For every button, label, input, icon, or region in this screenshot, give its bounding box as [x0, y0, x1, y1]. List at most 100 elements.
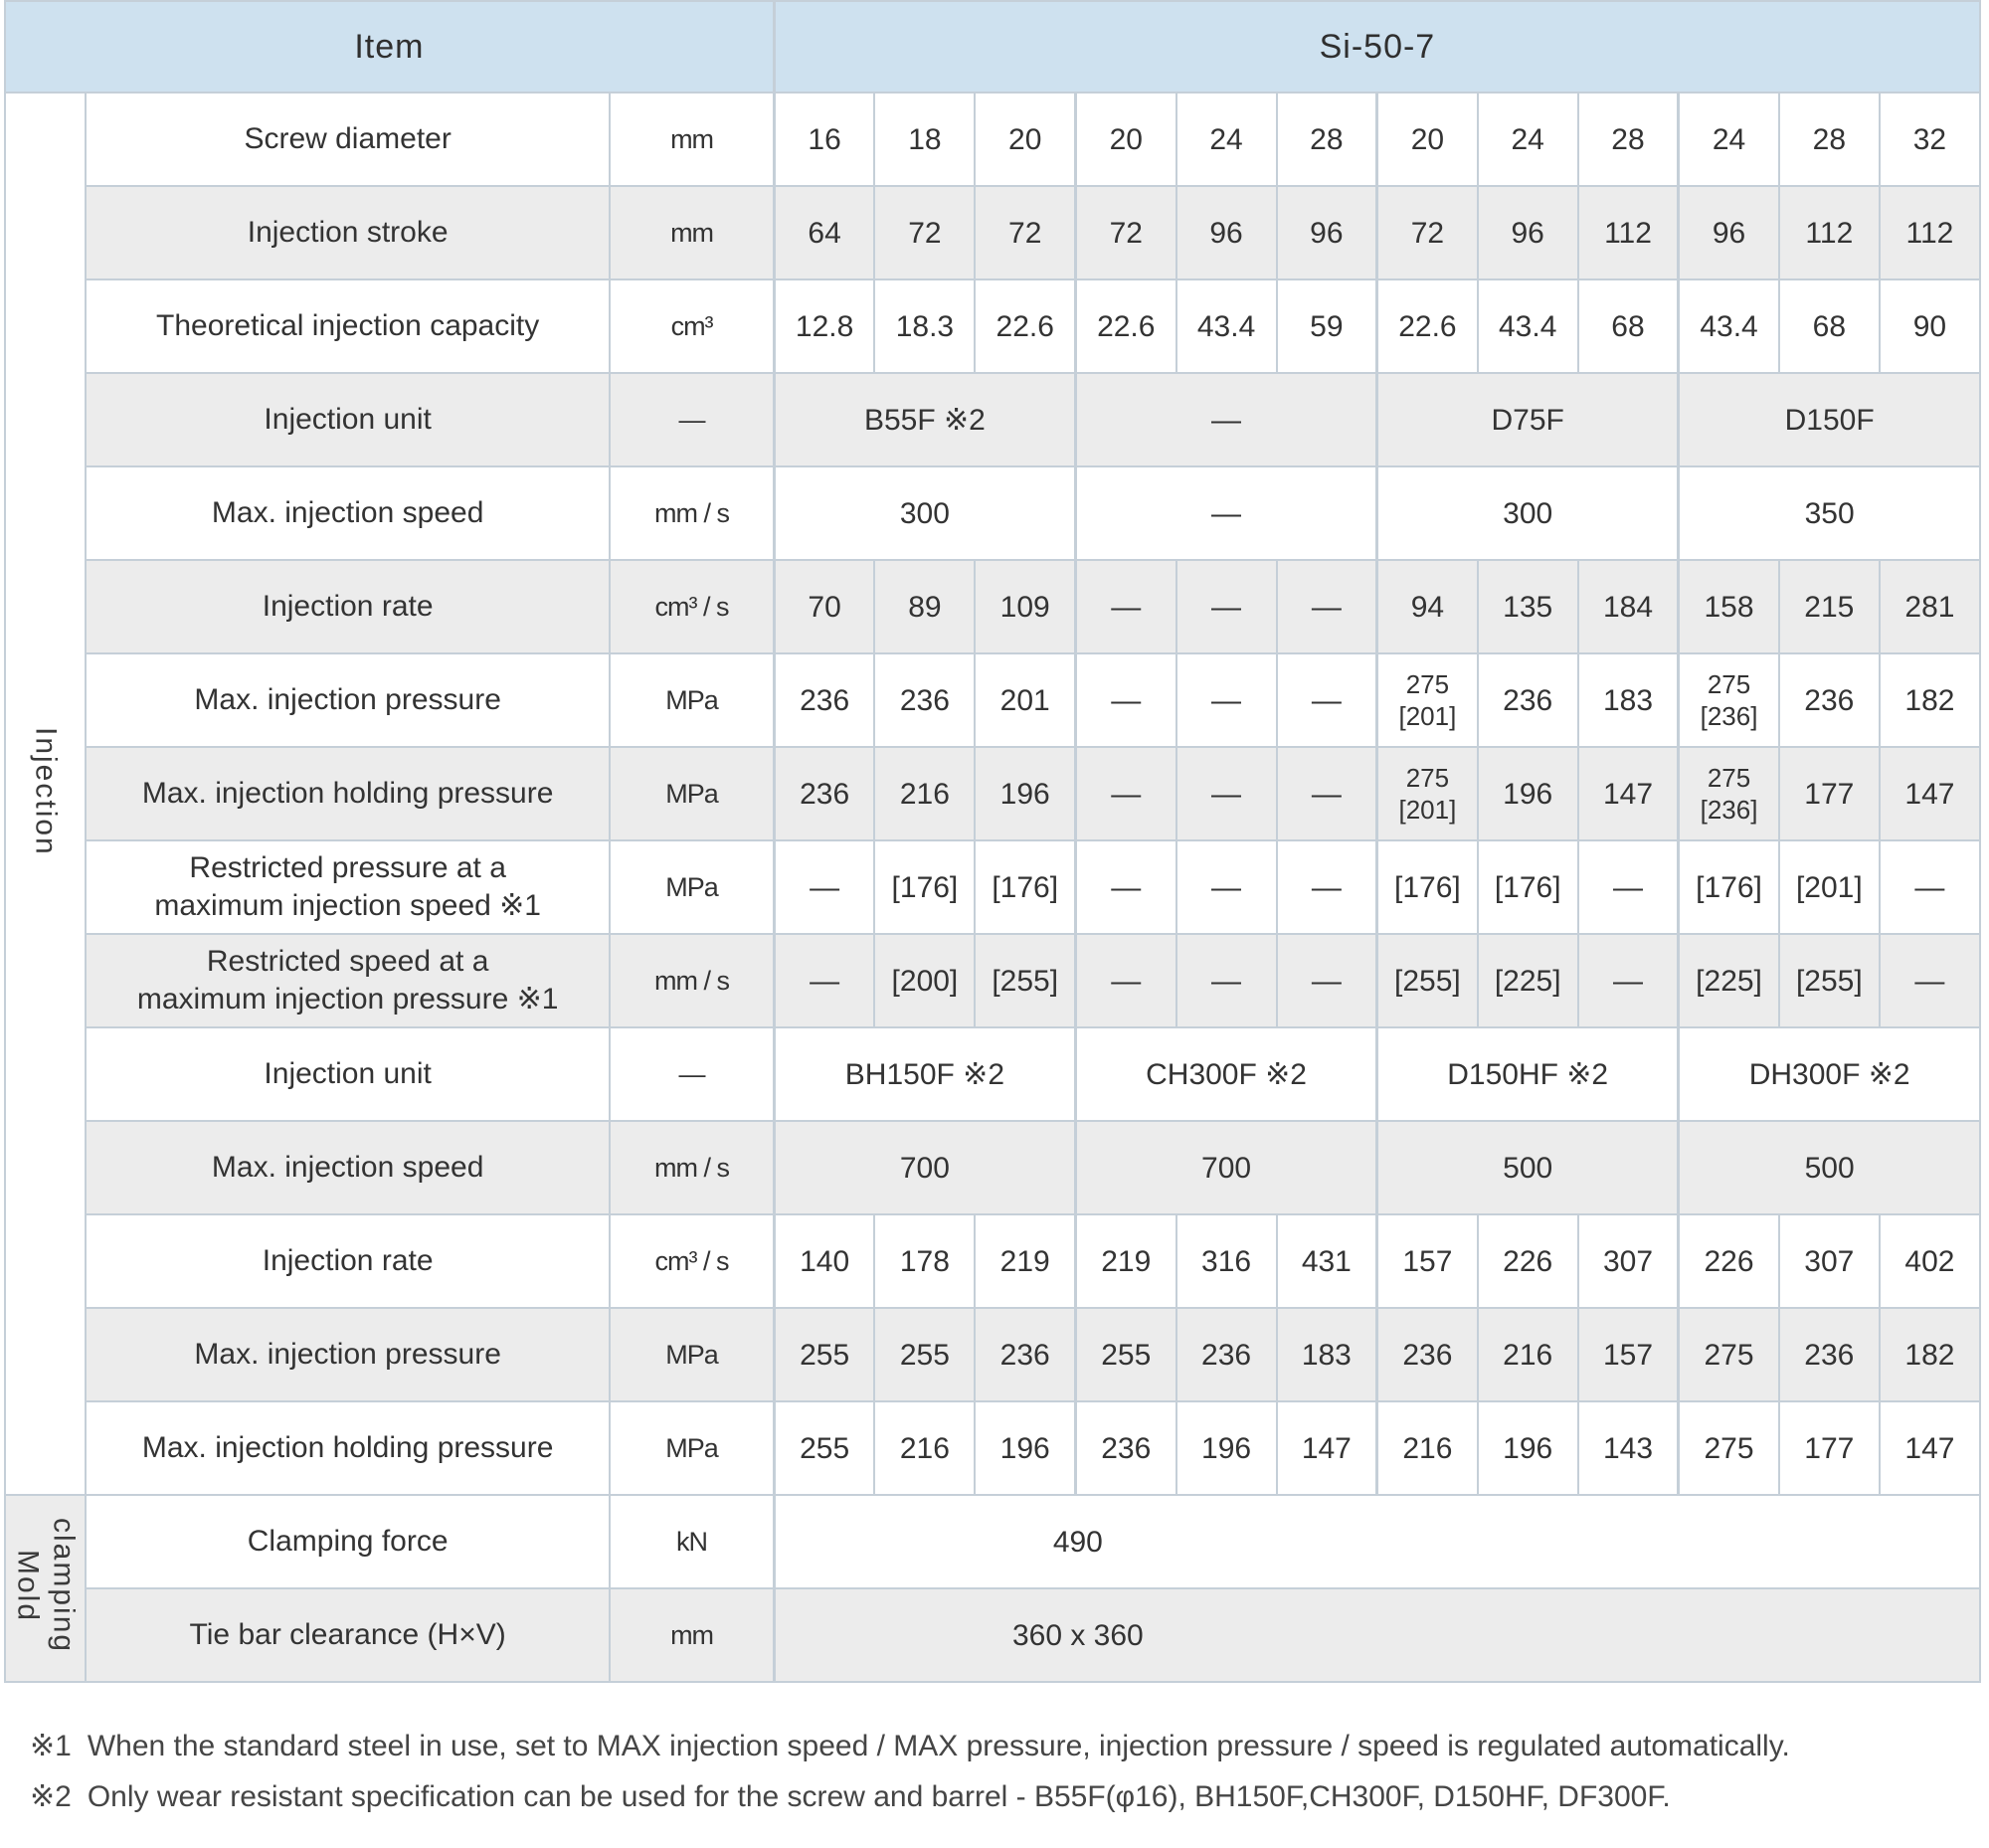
value-cell: —	[1175, 652, 1278, 748]
value-cell: D75F	[1375, 372, 1680, 467]
value-cell: 300	[1375, 465, 1680, 561]
value-cell: 236	[1073, 1400, 1177, 1496]
row-label: Restricted pressure at a maximum injecti…	[85, 839, 612, 935]
value-cell: 70	[772, 559, 876, 654]
row-label: Max. injection holding pressure	[85, 746, 612, 841]
value-cell: 275 [236]	[1677, 652, 1780, 748]
value-cell: 28	[1275, 92, 1378, 187]
value-cell: 219	[974, 1213, 1077, 1309]
value-cell: 275	[1677, 1307, 1780, 1402]
value-cell: 94	[1375, 559, 1479, 654]
row-label: Injection stroke	[85, 185, 612, 280]
category-mold-clamping-label: Mold clamping	[11, 1518, 81, 1654]
value-cell: 43.4	[1677, 278, 1780, 374]
row-max-injection-pressure-2: Max. injection pressure MPa 255 255 236 …	[5, 1307, 1982, 1402]
row-injection-rate-1: Injection rate cm³ / s 70 89 109 — — — 9…	[5, 559, 1982, 654]
value-cell: 96	[1677, 185, 1780, 280]
value-cell: 360 x 360	[772, 1587, 1981, 1683]
footnote-2: ※2 Only wear resistant specification can…	[30, 1779, 1989, 1815]
value-cell: 236	[873, 652, 977, 748]
unit-cell: MPa	[609, 1400, 776, 1496]
unit-cell: —	[609, 372, 776, 467]
value-cell: 219	[1073, 1213, 1177, 1309]
value-cell: 20	[1375, 92, 1479, 187]
row-label: Max. injection pressure	[85, 1307, 612, 1402]
value-cell: [176]	[1375, 839, 1479, 935]
unit-cell: cm³ / s	[609, 1213, 776, 1309]
row-label: Theoretical injection capacity	[85, 278, 612, 374]
value-cell: —	[1576, 839, 1680, 935]
spec-table: Item Si-50-7 Injection Screw diameter mm…	[3, 0, 1982, 1683]
row-max-holding-pressure-2: Max. injection holding pressure MPa 255 …	[5, 1400, 1982, 1496]
value-cell: 112	[1878, 185, 1982, 280]
value-cell: BH150F ※2	[772, 1026, 1077, 1122]
value-cell: 177	[1777, 746, 1881, 841]
row-label: Injection unit	[85, 1026, 612, 1122]
value-cell: 431	[1275, 1213, 1378, 1309]
value-cell: 281	[1878, 559, 1982, 654]
value-cell: 183	[1275, 1307, 1378, 1402]
value-cell: 490	[772, 1494, 1981, 1589]
value-cell: 96	[1476, 185, 1579, 280]
value-cell: 700	[772, 1120, 1077, 1215]
value-cell: 64	[772, 185, 876, 280]
value-cell: —	[1275, 559, 1378, 654]
unit-cell: mm / s	[609, 933, 776, 1028]
value-cell: —	[1275, 839, 1378, 935]
row-max-holding-pressure-1: Max. injection holding pressure MPa 236 …	[5, 746, 1982, 841]
value-cell: [200]	[873, 933, 977, 1028]
footnote-2-text: Only wear resistant specification can be…	[87, 1780, 1671, 1813]
value-cell: 157	[1576, 1307, 1680, 1402]
unit-cell: cm³	[609, 278, 776, 374]
value-cell: —	[1175, 559, 1278, 654]
unit-cell: mm	[609, 1587, 776, 1683]
value-cell: 28	[1576, 92, 1680, 187]
row-injection-unit-1: Injection unit — B55F ※2 — D75F D150F	[5, 372, 1982, 467]
value-cell: DH300F ※2	[1677, 1026, 1982, 1122]
row-injection-unit-2: Injection unit — BH150F ※2 CH300F ※2 D15…	[5, 1026, 1982, 1122]
value-cell: 236	[1375, 1307, 1479, 1402]
value-cell: 59	[1275, 278, 1378, 374]
value-cell: [201]	[1777, 839, 1881, 935]
value-cell: —	[1175, 839, 1278, 935]
value-cell: 700	[1073, 1120, 1378, 1215]
value-cell: 177	[1777, 1400, 1881, 1496]
value-cell: 216	[1476, 1307, 1579, 1402]
row-max-injection-pressure-1: Max. injection pressure MPa 236 236 201 …	[5, 652, 1982, 748]
unit-cell: mm	[609, 185, 776, 280]
row-label: Injection rate	[85, 1213, 612, 1309]
row-restricted-speed: Restricted speed at a maximum injection …	[5, 933, 1982, 1028]
value-cell: 140	[772, 1213, 876, 1309]
value-cell: 275 [201]	[1375, 746, 1479, 841]
category-injection: Injection	[3, 92, 88, 1496]
value-cell: 236	[772, 746, 876, 841]
row-label: Max. injection pressure	[85, 652, 612, 748]
value-cell: [255]	[974, 933, 1077, 1028]
value-cell: 255	[1073, 1307, 1177, 1402]
value-cell: —	[1878, 839, 1982, 935]
value-cell: 275	[1677, 1400, 1780, 1496]
footnote-1-marker: ※1	[30, 1730, 72, 1762]
value-cell: 158	[1677, 559, 1780, 654]
value-cell: [176]	[1476, 839, 1579, 935]
value-cell: 22.6	[974, 278, 1077, 374]
row-tie-bar-clearance: Tie bar clearance (H×V) mm 360 x 360	[5, 1587, 1981, 1683]
value-cell: 32	[1878, 92, 1982, 187]
value-cell: 236	[1777, 652, 1881, 748]
value-cell: 201	[974, 652, 1077, 748]
value-cell: 184	[1576, 559, 1680, 654]
row-label: Injection rate	[85, 559, 612, 654]
value-cell: 226	[1476, 1213, 1579, 1309]
row-clamping-force: Mold clamping Clamping force kN 490	[3, 1494, 1981, 1683]
value-cell: 68	[1777, 278, 1881, 374]
value-cell: 147	[1878, 746, 1982, 841]
value-cell: 147	[1576, 746, 1680, 841]
value-cell: 72	[974, 185, 1077, 280]
value-cell: 226	[1677, 1213, 1780, 1309]
unit-cell: MPa	[609, 839, 776, 935]
value-cell: 16	[772, 92, 876, 187]
value-cell: —	[1073, 465, 1378, 561]
merged-value: 360 x 360	[1011, 1618, 1144, 1652]
row-injection-rate-2: Injection rate cm³ / s 140 178 219 219 3…	[5, 1213, 1982, 1309]
row-label: Restricted speed at a maximum injection …	[85, 933, 612, 1028]
